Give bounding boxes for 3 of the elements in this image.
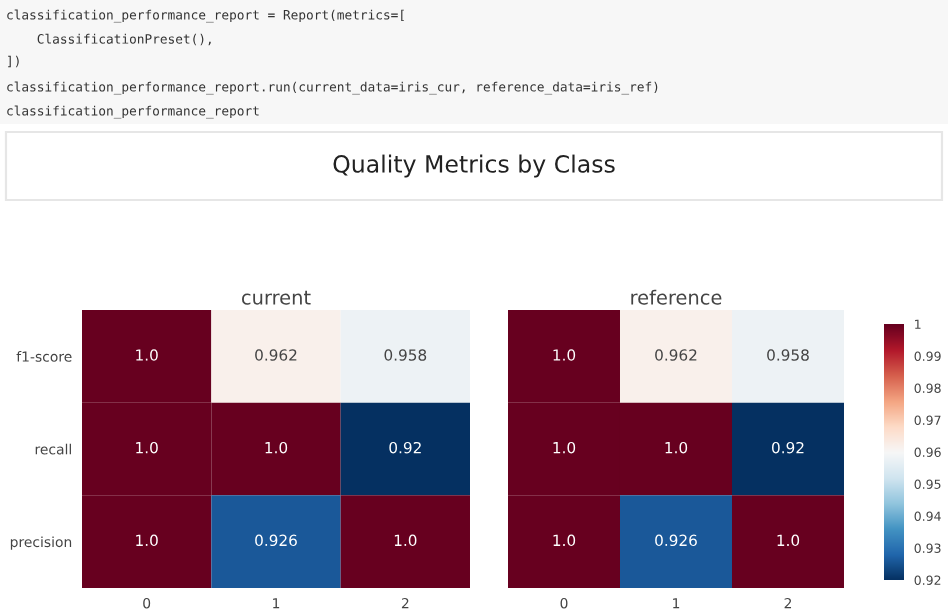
chart-subtitle: reference: [631, 289, 722, 305]
chart-subtitle: current: [242, 290, 311, 305]
chart-title: Quality Metrics by Class: [333, 154, 615, 178]
